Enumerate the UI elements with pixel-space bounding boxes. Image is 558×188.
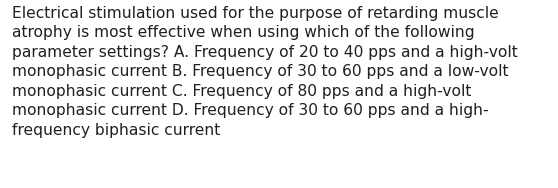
- Text: Electrical stimulation used for the purpose of retarding muscle
atrophy is most : Electrical stimulation used for the purp…: [12, 6, 518, 138]
